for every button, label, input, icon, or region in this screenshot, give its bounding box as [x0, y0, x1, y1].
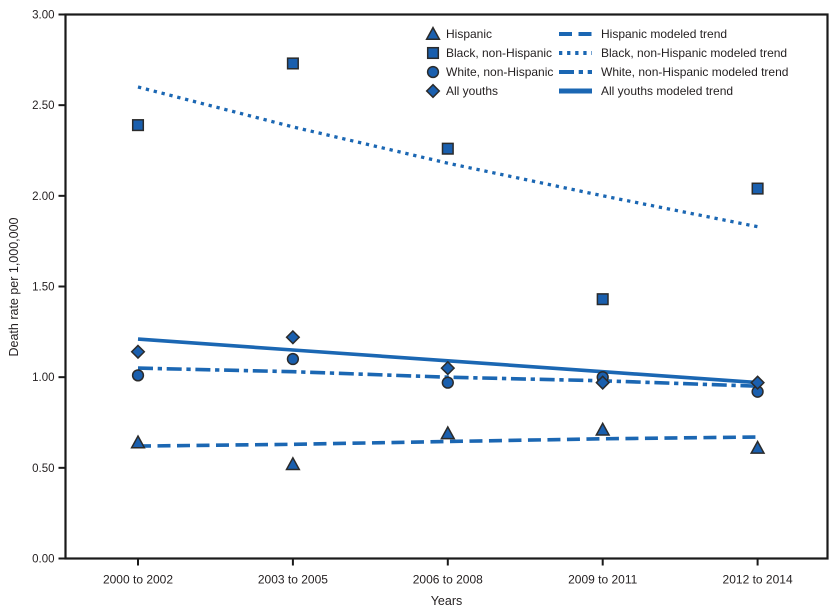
legend-label: White, non-Hispanic modeled trend — [601, 65, 788, 79]
y-axis-title: Death rate per 1,000,000 — [7, 217, 21, 357]
diamond-legend-icon — [425, 83, 441, 99]
data-points — [130, 57, 766, 471]
x-tick-label: 2012 to 2014 — [723, 573, 793, 587]
legend-item-all-youths-modeled-trend: All youths modeled trend — [559, 84, 733, 98]
legend-item-black-non-hispanic-modeled-trend: Black, non-Hispanic modeled trend — [559, 46, 787, 60]
x-tick-label: 2006 to 2008 — [413, 573, 483, 587]
legend-label: Hispanic — [446, 27, 492, 41]
hispanic-modeled-trend-line — [137, 435, 758, 448]
circle-legend-icon — [426, 65, 440, 79]
legend-item-hispanic: Hispanic — [425, 26, 492, 41]
trend-lines — [137, 85, 758, 448]
hispanic-point — [595, 421, 611, 436]
legend-label: Black, non-Hispanic modeled trend — [601, 46, 787, 60]
x-axis: 2000 to 2002 2003 to 2005 2006 to 2008 2009… — [103, 558, 793, 587]
y-tick-label: 2.00 — [32, 191, 54, 203]
all-youths-point — [595, 375, 611, 390]
legend-label: All youths — [446, 84, 498, 98]
legend-label: All youths modeled trend — [601, 84, 733, 98]
x-tick-label: 2000 to 2002 — [103, 573, 173, 587]
legend-item-black-non-hispanic: Black, non-Hispanic — [426, 46, 552, 60]
black-non-hispanic-point — [286, 57, 299, 70]
black-non-hispanic-point — [596, 293, 609, 306]
legend-label: Black, non-Hispanic — [446, 46, 552, 60]
legend-item-all-youths: All youths — [425, 83, 498, 99]
x-tick-label: 2009 to 2011 — [568, 573, 638, 587]
x-axis-title: Years — [430, 594, 463, 608]
legend-label: Hispanic modeled trend — [601, 27, 727, 41]
white-non-hispanic-point — [286, 352, 300, 366]
legend-item-white-non-hispanic: White, non-Hispanic — [426, 65, 553, 79]
y-tick-label: 1.50 — [32, 282, 54, 294]
y-tick-label: 0.50 — [32, 463, 54, 475]
y-tick-label: 0.00 — [32, 554, 54, 566]
white-non-hispanic-point — [131, 369, 145, 382]
black-non-hispanic-point — [441, 142, 454, 155]
y-axis: 0.00 0.50 1.00 1.50 2.00 2.50 3.00 — [32, 10, 66, 566]
square-legend-icon — [426, 46, 440, 60]
black-non-hispanic-point — [131, 119, 145, 132]
legend-item-white-non-hispanic-modeled-trend: White, non-Hispanic modeled trend — [559, 65, 788, 79]
legend: Hispanic Black, non-Hispanic White, non-Hi… — [425, 26, 788, 99]
hispanic-point — [130, 434, 146, 449]
triangle-legend-icon — [425, 26, 441, 41]
all-youths-point — [285, 329, 301, 345]
all-youths-point — [750, 375, 765, 390]
black-non-hispanic-modeled-trend-line — [137, 85, 758, 229]
x-tick-label: 2003 to 2005 — [258, 573, 328, 587]
y-tick-label: 1.00 — [32, 372, 54, 384]
black-non-hispanic-point — [751, 182, 764, 195]
hispanic-point — [440, 425, 456, 440]
y-tick-label: 2.50 — [32, 100, 54, 112]
hispanic-point — [285, 456, 301, 471]
all-youths-point — [130, 344, 146, 360]
legend-item-hispanic-modeled-trend: Hispanic modeled trend — [559, 27, 727, 41]
all-youths-point — [440, 360, 456, 376]
legend-label: White, non-Hispanic — [446, 65, 553, 79]
white-non-hispanic-point — [441, 376, 454, 389]
hispanic-point — [749, 439, 766, 454]
y-tick-label: 3.00 — [32, 10, 54, 22]
